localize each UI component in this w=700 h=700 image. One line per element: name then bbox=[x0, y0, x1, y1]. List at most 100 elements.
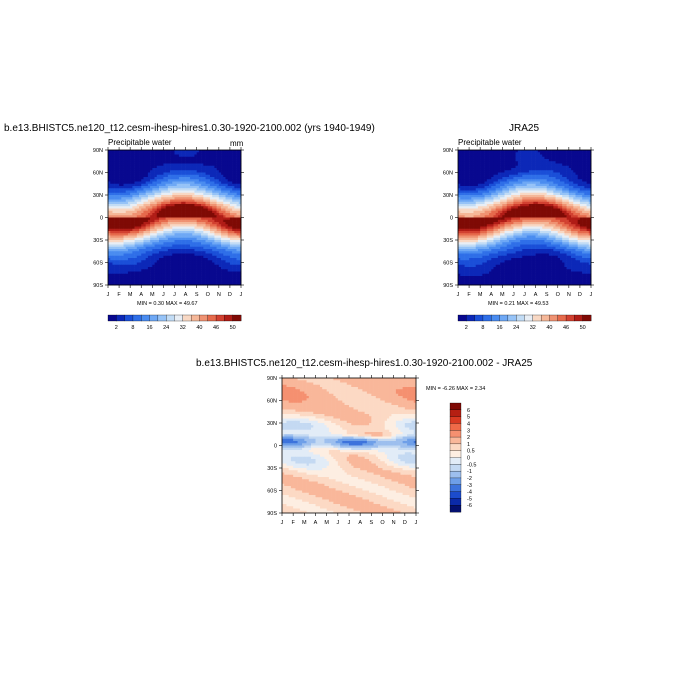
model-cell bbox=[134, 246, 138, 250]
obs-cell bbox=[495, 161, 499, 164]
model-cell bbox=[209, 217, 213, 221]
model-cell bbox=[174, 213, 178, 216]
model-cell bbox=[141, 267, 144, 270]
model-cell bbox=[110, 251, 113, 254]
obs-cell bbox=[544, 150, 547, 153]
model-cell bbox=[212, 181, 215, 185]
model-cell bbox=[136, 224, 140, 227]
model-cell bbox=[218, 273, 222, 277]
model-cell bbox=[147, 163, 151, 167]
obs-cell bbox=[562, 183, 565, 187]
model-cell bbox=[112, 282, 115, 286]
model-cell bbox=[216, 159, 220, 162]
obs-cell bbox=[568, 154, 572, 158]
obs-cell bbox=[559, 192, 563, 196]
obs-cell bbox=[588, 183, 592, 187]
model-cell bbox=[158, 172, 162, 176]
obs-cell bbox=[477, 179, 481, 182]
obs-cell bbox=[531, 170, 534, 173]
obs-cell bbox=[462, 199, 465, 203]
model-cell bbox=[119, 246, 122, 250]
model-cell bbox=[218, 242, 222, 245]
model-cell bbox=[165, 206, 169, 209]
model-cell bbox=[216, 156, 220, 160]
model-cell bbox=[225, 192, 228, 196]
obs-cell bbox=[458, 161, 461, 164]
model-cell bbox=[229, 273, 233, 277]
model-cell bbox=[234, 278, 237, 281]
model-cell bbox=[190, 255, 193, 259]
model-cell bbox=[158, 226, 162, 230]
model-cell bbox=[125, 192, 129, 196]
model-cell bbox=[145, 271, 149, 275]
obs-cell bbox=[517, 197, 521, 200]
model-cell bbox=[234, 213, 237, 216]
model-cell bbox=[125, 159, 129, 162]
obs-cell bbox=[462, 170, 465, 173]
model-cell bbox=[112, 174, 115, 178]
model-cell bbox=[194, 204, 197, 207]
obs-cell bbox=[557, 159, 561, 162]
model-cell bbox=[178, 201, 182, 205]
model-cell bbox=[198, 240, 202, 243]
model-cell bbox=[121, 235, 124, 239]
model-cell bbox=[143, 246, 146, 250]
obs-cell bbox=[555, 168, 559, 171]
obs-cell bbox=[458, 190, 461, 194]
obs-cell bbox=[504, 174, 508, 178]
obs-cell bbox=[551, 197, 554, 200]
model-cell bbox=[196, 186, 200, 189]
obs-cell bbox=[577, 152, 581, 155]
obs-cell bbox=[568, 163, 572, 167]
model-cell bbox=[181, 215, 184, 218]
obs-cell bbox=[546, 195, 550, 198]
obs-cell bbox=[588, 181, 592, 185]
model-cell bbox=[203, 251, 206, 254]
obs-cell bbox=[460, 172, 463, 176]
model-cell bbox=[114, 174, 118, 178]
model-cell bbox=[201, 249, 204, 252]
obs-cell bbox=[508, 192, 512, 196]
obs-cell bbox=[493, 197, 496, 200]
model-cell bbox=[127, 264, 131, 268]
model-cell bbox=[114, 204, 118, 207]
model-cell bbox=[141, 174, 144, 178]
model-cell bbox=[152, 215, 155, 218]
model-cell bbox=[152, 246, 155, 250]
obs-cell bbox=[480, 188, 483, 191]
model-cell bbox=[185, 204, 189, 207]
obs-cell bbox=[497, 172, 501, 176]
model-cell bbox=[136, 240, 140, 243]
model-cell bbox=[172, 161, 175, 164]
model-cell bbox=[218, 183, 222, 187]
obs-cell bbox=[564, 195, 567, 198]
obs-cell bbox=[553, 183, 556, 187]
model-cell bbox=[234, 186, 237, 189]
model-cell bbox=[172, 163, 175, 167]
model-cell bbox=[158, 264, 162, 268]
obs-cell bbox=[495, 188, 499, 191]
obs-cell bbox=[526, 159, 530, 162]
model-cell bbox=[156, 217, 160, 221]
obs-cell bbox=[520, 186, 523, 189]
model-cell bbox=[216, 280, 220, 284]
model-cell bbox=[141, 251, 144, 254]
model-cell bbox=[181, 159, 184, 162]
model-cell bbox=[123, 235, 127, 239]
model-cell bbox=[114, 276, 118, 279]
model-cell bbox=[234, 251, 237, 254]
model-cell bbox=[187, 258, 191, 261]
model-cell bbox=[150, 231, 153, 234]
model-cell bbox=[165, 271, 169, 275]
obs-cell bbox=[533, 197, 536, 200]
obs-cell bbox=[471, 183, 474, 187]
obs-cell bbox=[551, 188, 554, 191]
model-cell bbox=[112, 269, 115, 272]
model-cell bbox=[236, 226, 240, 230]
model-cell bbox=[156, 170, 160, 173]
model-cell bbox=[221, 251, 224, 254]
model-cell bbox=[176, 278, 180, 281]
model-cell bbox=[123, 170, 127, 173]
obs-cell bbox=[546, 168, 550, 171]
obs-cell bbox=[548, 150, 552, 153]
